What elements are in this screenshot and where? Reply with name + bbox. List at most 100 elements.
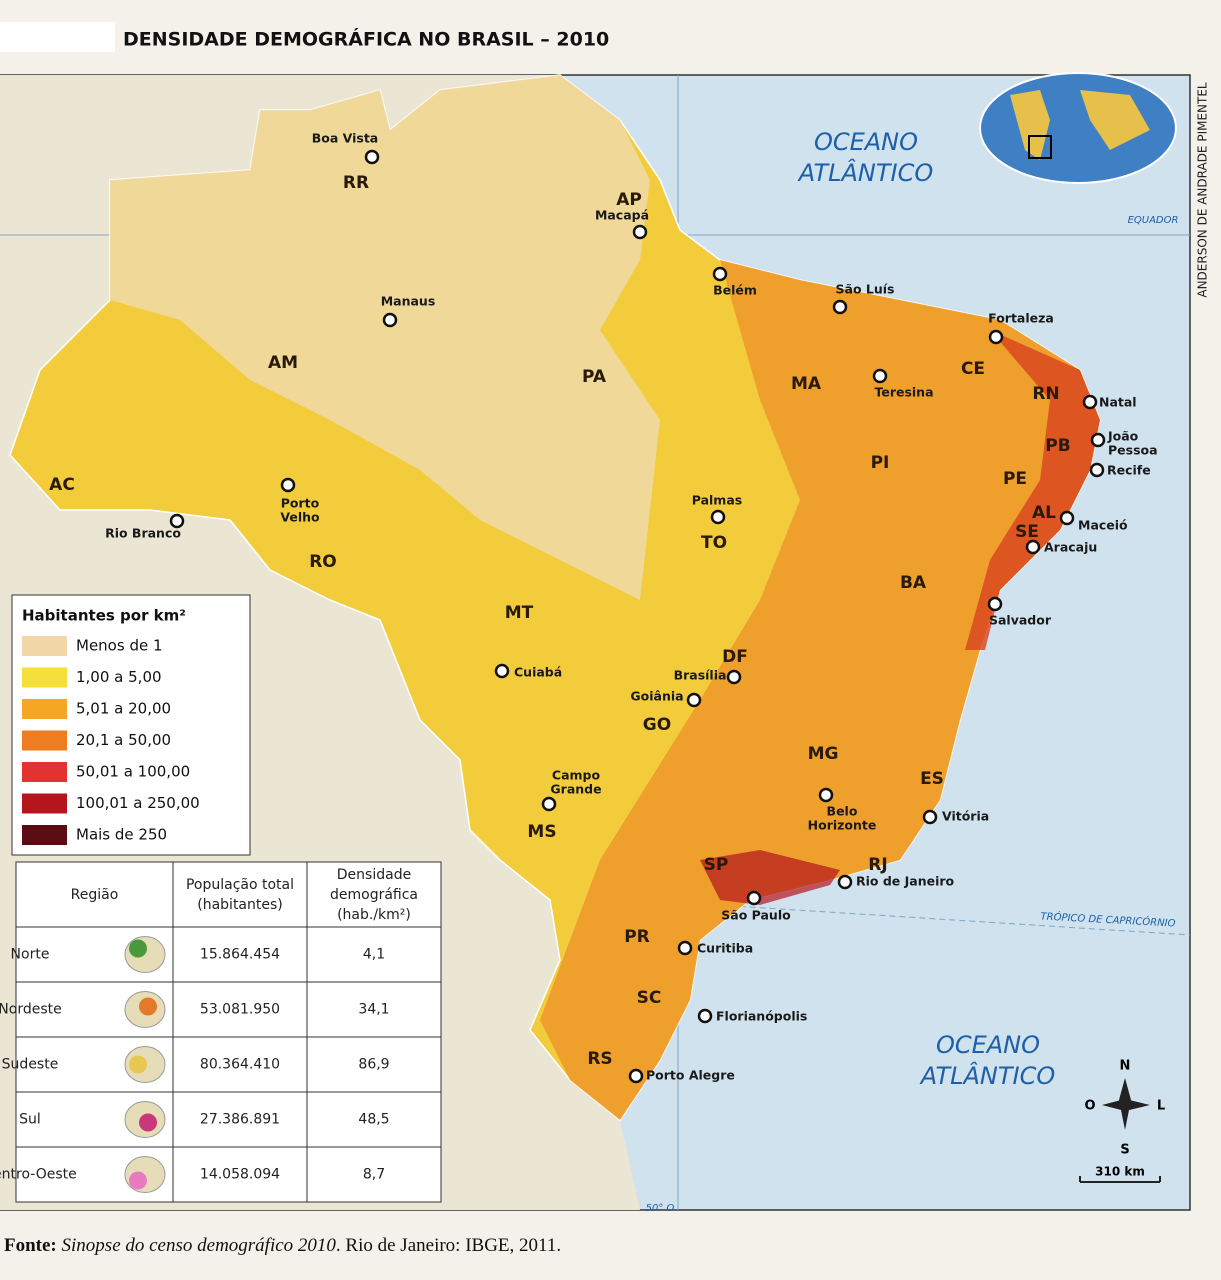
ocean-label: ATLÂNTICO (797, 158, 933, 187)
city-label: Rio de Janeiro (856, 874, 955, 889)
region-highlight (129, 939, 147, 958)
region-name: Centro-Oeste (0, 1167, 77, 1183)
city-marker (726, 669, 742, 685)
city-marker (837, 874, 853, 890)
source: Fonte: Sinopse do censo demográfico 2010… (4, 1235, 561, 1256)
map-title: DENSIDADE DEMOGRÁFICA NO BRASIL – 2010 (123, 28, 609, 51)
city-marker (1090, 432, 1106, 448)
legend-label: Menos de 1 (76, 637, 163, 655)
legend-swatch (22, 667, 67, 688)
state-label: AM (268, 353, 298, 373)
city-label: Vitória (942, 809, 989, 824)
city-label: Belo (827, 804, 858, 819)
city-marker (169, 513, 185, 529)
city-marker (746, 890, 762, 906)
low-density-area (110, 75, 660, 600)
legend-box (11, 594, 251, 856)
city-label: São Luís (836, 282, 895, 297)
table-header: (hab./km²) (337, 907, 411, 923)
city-label: Pessoa (1108, 443, 1158, 458)
state-label: RO (309, 552, 337, 572)
source-prefix: Fonte: (4, 1235, 62, 1256)
legend-title: Habitantes por km² (22, 607, 186, 625)
state-label: PR (624, 927, 650, 947)
city-label: Manaus (381, 294, 436, 309)
table-header: Região (71, 887, 119, 903)
region-highlight (139, 997, 157, 1016)
table-cell: 27.386.891 (200, 1112, 280, 1128)
city-label: Brasília (674, 668, 727, 683)
state-label: PB (1045, 436, 1070, 456)
region-highlight (129, 1055, 147, 1074)
legend-label: 20,1 a 50,00 (76, 731, 171, 749)
state-label: TO (701, 533, 727, 553)
city-label: Campo (552, 768, 601, 783)
table-cell: 34,1 (358, 1002, 389, 1018)
city-marker (280, 477, 296, 493)
city-label: Curitiba (697, 941, 753, 956)
ocean-label: OCEANO (814, 128, 918, 156)
state-label: AC (49, 475, 75, 495)
state-label: GO (643, 715, 671, 735)
ocean-label: ATLÂNTICO (919, 1061, 1055, 1090)
city-label: Rio Branco (105, 526, 181, 541)
city-label: João (1107, 429, 1139, 444)
compass-east: L (1157, 1099, 1165, 1114)
table-header: Densidade (337, 867, 411, 883)
compass-north: N (1120, 1059, 1131, 1074)
city-label: Grande (550, 782, 601, 797)
globe-highlight (1028, 135, 1052, 159)
state-label: RR (343, 173, 369, 193)
table-header: População total (186, 877, 294, 893)
city-marker (541, 796, 557, 812)
globe-continents (1010, 90, 1150, 160)
region-minimap (124, 1156, 166, 1193)
city-marker (1059, 510, 1075, 526)
state-label: MS (527, 822, 556, 842)
compass (1079, 1078, 1161, 1183)
region-name: Nordeste (0, 1002, 62, 1018)
city-label: Aracaju (1044, 540, 1097, 555)
city-marker (686, 692, 702, 708)
city-label: Recife (1107, 463, 1151, 478)
region-name: Sul (19, 1112, 41, 1128)
table-cell: 48,5 (358, 1112, 389, 1128)
city-label: Belém (713, 283, 757, 298)
dense-southeast (700, 850, 840, 905)
city-marker (818, 787, 834, 803)
city-marker (677, 940, 693, 956)
state-label: MT (505, 603, 534, 623)
table-cell: 8,7 (363, 1167, 385, 1183)
city-label: Natal (1099, 395, 1137, 410)
table-box (15, 861, 442, 1203)
city-marker (987, 596, 1003, 612)
state-label: SP (704, 855, 729, 875)
legend-swatch (22, 699, 67, 719)
state-label: SE (1015, 522, 1039, 542)
state-label: BA (900, 573, 927, 593)
city-marker (628, 1068, 644, 1084)
city-marker (872, 368, 888, 384)
blank-label (0, 22, 115, 52)
state-label: RJ (868, 855, 887, 875)
city-label: Fortaleza (988, 311, 1054, 326)
city-marker (712, 266, 728, 282)
table-header: demográfica (330, 887, 418, 903)
city-marker (1089, 462, 1105, 478)
region-name: Norte (11, 947, 50, 963)
city-label: Maceió (1078, 518, 1128, 533)
source-title: Sinopse do censo demográfico 2010 (62, 1235, 337, 1256)
state-label: AL (1032, 503, 1056, 523)
city-label: Velho (280, 510, 320, 525)
state-label: MG (808, 744, 839, 764)
city-marker (988, 329, 1004, 345)
meridian-label: 50° O (646, 1203, 675, 1214)
city-marker (697, 1008, 713, 1024)
city-marker (364, 149, 380, 165)
state-label: RS (587, 1049, 612, 1069)
state-label: PI (871, 453, 890, 473)
dense-coast (965, 330, 1100, 650)
table-cell: 80.364.410 (200, 1057, 280, 1073)
region-highlight (139, 1113, 157, 1132)
legend-swatch (22, 793, 67, 814)
